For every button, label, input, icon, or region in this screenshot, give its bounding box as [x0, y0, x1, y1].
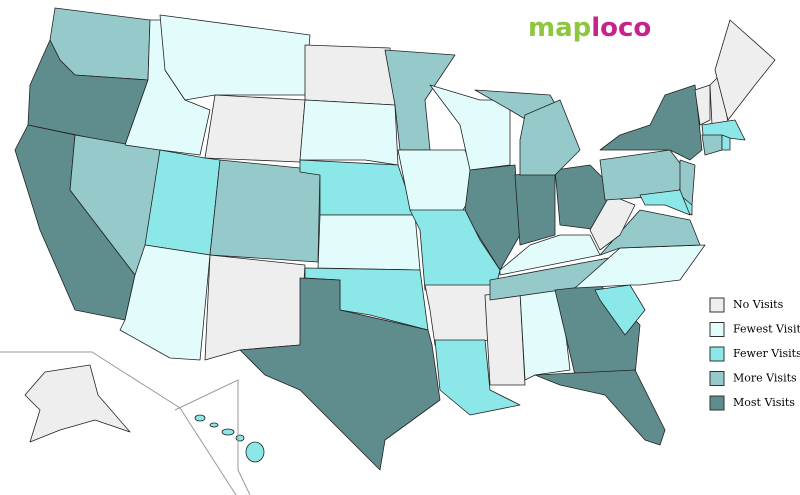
legend-label: More Visits — [733, 372, 797, 385]
state — [484, 291, 526, 386]
legend-label: Most Visits — [733, 396, 795, 409]
state — [159, 14, 311, 101]
state — [239, 277, 441, 471]
state — [721, 134, 731, 151]
legend-swatch — [709, 395, 725, 411]
state — [24, 364, 131, 443]
legend-swatch — [709, 346, 725, 362]
state — [594, 284, 646, 336]
state — [429, 84, 511, 171]
state — [694, 84, 711, 126]
state — [434, 339, 521, 416]
state — [304, 44, 396, 106]
state — [204, 94, 306, 163]
state — [714, 19, 776, 121]
logo: maploco — [528, 13, 651, 43]
hawaii-island — [209, 422, 219, 428]
legend-swatch — [709, 322, 725, 337]
inset-border — [174, 379, 251, 495]
state — [514, 169, 556, 246]
state — [209, 159, 321, 263]
logo-loco: loco — [591, 13, 651, 43]
hawaii-island — [221, 428, 235, 436]
state — [317, 214, 421, 271]
state — [299, 99, 399, 166]
legend-label: Fewest Visits — [733, 323, 800, 336]
legend-swatch — [709, 297, 725, 313]
hawaii-island — [235, 434, 245, 442]
state — [424, 284, 496, 346]
inset-border — [0, 351, 237, 495]
logo-map: map — [528, 13, 591, 43]
state — [599, 84, 703, 161]
state — [599, 209, 701, 256]
state — [534, 369, 666, 446]
hawaii-island — [194, 414, 206, 422]
state — [204, 254, 306, 361]
state — [639, 189, 691, 216]
state — [701, 134, 723, 156]
legend-swatch — [709, 371, 725, 386]
state — [499, 234, 601, 276]
state — [589, 194, 636, 251]
legend: No Visits Fewest Visits Fewer Visits More V… — [709, 297, 800, 411]
legend-label: No Visits — [733, 298, 784, 311]
state — [119, 244, 211, 361]
states — [14, 7, 776, 471]
state — [519, 99, 581, 176]
legend-label: Fewer Visits — [733, 347, 800, 360]
hawaii-island — [245, 441, 265, 463]
